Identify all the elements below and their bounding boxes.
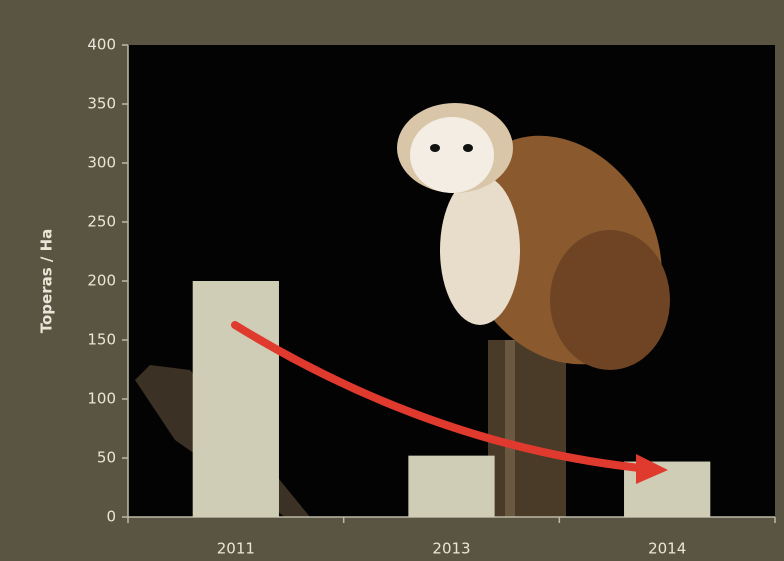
y-tick-label: 400	[87, 36, 116, 54]
y-axis-label: Toperas / Ha	[38, 229, 56, 334]
chart: Toperas / Ha 0 50 100 150 200 250 300 350 400 201…	[0, 0, 784, 561]
x-tick-label: 2011	[217, 540, 255, 558]
y-tick-label: 50	[97, 449, 116, 467]
y-tick-label: 100	[87, 390, 116, 408]
y-tick-label: 350	[87, 95, 116, 113]
y-tick-label: 0	[106, 508, 116, 526]
bar	[408, 456, 494, 517]
y-tick-label: 150	[87, 331, 116, 349]
y-tick-label: 300	[87, 154, 116, 172]
bar	[193, 281, 279, 517]
y-tick-label: 200	[87, 272, 116, 290]
x-tick-label: 2013	[432, 540, 470, 558]
y-tick-label: 250	[87, 213, 116, 231]
x-tick-label: 2014	[648, 540, 686, 558]
